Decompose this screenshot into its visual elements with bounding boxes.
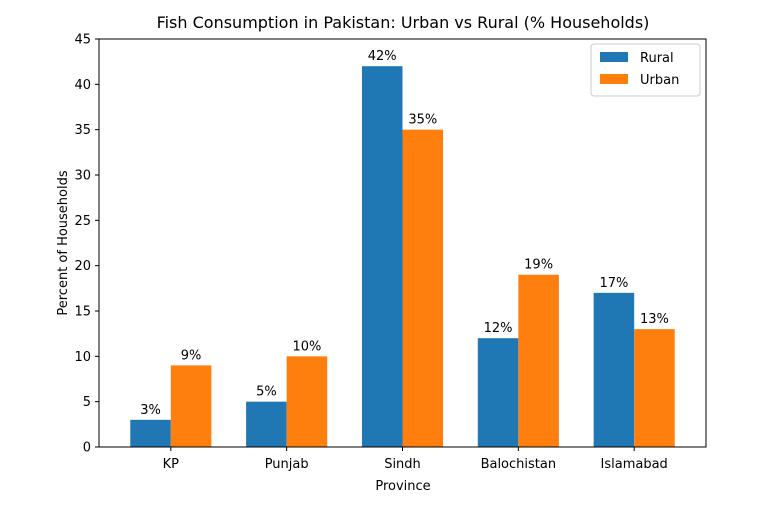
legend-swatch-rural	[600, 52, 628, 62]
data-label: 5%	[256, 385, 277, 400]
y-tick-label: 30	[74, 169, 91, 184]
data-label: 10%	[292, 339, 321, 354]
data-label: 12%	[484, 321, 513, 336]
bar-rural-balochistan	[477, 338, 519, 447]
y-tick-label: 25	[74, 214, 91, 229]
x-tick-label: Sindh	[384, 457, 421, 472]
data-label: 3%	[140, 403, 161, 418]
y-tick-label: 10	[74, 350, 91, 365]
data-label: 19%	[524, 258, 553, 273]
bar-rural-islamabad	[593, 292, 635, 447]
y-tick-label: 15	[74, 305, 91, 320]
bar-urban-kp	[170, 365, 212, 447]
legend-label-urban: Urban	[640, 73, 679, 88]
data-label: 13%	[640, 312, 669, 327]
y-tick-label: 20	[74, 259, 91, 274]
bar-urban-punjab	[286, 356, 328, 447]
bar-rural-punjab	[246, 401, 287, 447]
y-tick-label: 0	[83, 441, 91, 456]
data-label: 35%	[408, 113, 437, 128]
legend-swatch-urban	[600, 74, 628, 84]
x-tick-label: Islamabad	[601, 457, 668, 472]
y-tick-label: 35	[74, 123, 91, 138]
y-tick-label: 5	[83, 395, 91, 410]
x-tick-label: Punjab	[265, 457, 309, 472]
bar-rural-sindh	[361, 66, 403, 447]
legend-label-rural: Rural	[640, 51, 674, 66]
x-tick-label: Balochistan	[481, 457, 557, 472]
bar-rural-kp	[130, 419, 171, 447]
x-axis-label: Province	[375, 479, 430, 494]
data-label: 42%	[368, 49, 397, 64]
x-tick-label: KP	[163, 457, 180, 472]
bar-urban-islamabad	[634, 329, 675, 447]
bar-urban-balochistan	[518, 274, 559, 447]
bar-urban-sindh	[402, 129, 444, 447]
chart-title: Fish Consumption in Pakistan: Urban vs R…	[157, 13, 650, 32]
y-tick-label: 45	[74, 33, 91, 48]
legend: Rural Urban	[590, 43, 701, 97]
plot-frame	[98, 38, 707, 448]
y-axis-label: Percent of Households	[56, 170, 71, 316]
data-label: 17%	[599, 276, 628, 291]
data-label: 9%	[181, 348, 202, 363]
y-tick-label: 40	[74, 78, 91, 93]
